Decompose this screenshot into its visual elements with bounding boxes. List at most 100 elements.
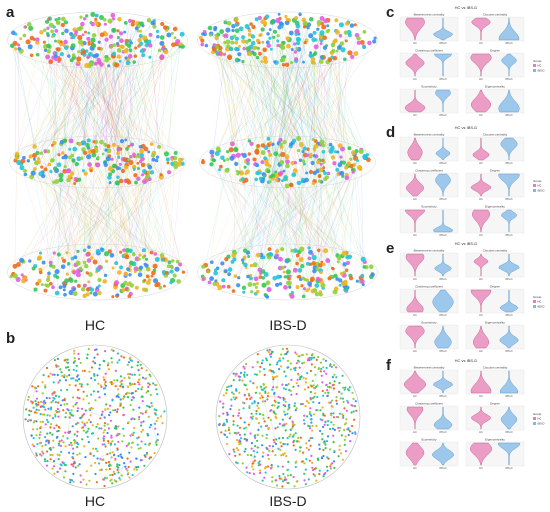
violin-ibsd (433, 53, 453, 77)
network-layer-2 (199, 135, 376, 189)
svg-text:HC: HC (413, 277, 417, 281)
svg-text:HC: HC (479, 430, 483, 434)
violin-hc (471, 17, 491, 41)
violin-ibsd (498, 442, 520, 466)
svg-text:HC: HC (413, 349, 417, 353)
violin-panel-e: HC vs IBS-D Betweenness centrality HC IBS-D… (399, 241, 545, 353)
violin-hc (469, 442, 493, 466)
violin-ibsd (500, 137, 518, 161)
violin-hc (405, 209, 425, 233)
violin-subplot: Betweenness centrality HC IBS-D (399, 366, 459, 398)
svg-text:IBS-D: IBS-D (506, 233, 513, 237)
violin-ibsd (432, 289, 454, 313)
svg-text:HC: HC (479, 197, 483, 201)
svg-text:IBS-D: IBS-D (440, 233, 447, 237)
svg-text:IBS-D: IBS-D (538, 69, 545, 73)
svg-text:HC: HC (538, 64, 542, 68)
violin-ibsd (498, 17, 520, 41)
svg-text:HC: HC (479, 233, 483, 237)
violin-subplot: Clustering coefficient HC IBS-D (399, 49, 459, 81)
violin-panel-title: HC vs IBS-D (455, 125, 478, 130)
panel-letter-d: d (386, 124, 396, 141)
svg-text:Clocolan centrality: Clocolan centrality (483, 133, 508, 137)
svg-text:IBS-D: IBS-D (506, 313, 513, 317)
svg-text:Eccentricity: Eccentricity (421, 321, 437, 325)
violin-ibsd (431, 442, 455, 466)
violin-ibsd (435, 89, 451, 113)
violin-hc (404, 89, 426, 113)
violin-panel-title: HC vs IBS-D (455, 5, 478, 10)
svg-text:Clocolan centrality: Clocolan centrality (483, 13, 508, 17)
violin-subplot: Betweenness centrality HC IBS-D (399, 249, 459, 281)
svg-text:Eccentricity: Eccentricity (421, 85, 437, 89)
violin-ibsd (499, 289, 519, 313)
svg-text:Eccentricity: Eccentricity (421, 438, 437, 442)
circular-network-ibsd (215, 344, 361, 490)
svg-text:HC: HC (479, 466, 483, 470)
violin-hc (473, 253, 489, 277)
network-layer-2 (9, 135, 186, 189)
violin-subplot: Degree HC IBS-D (465, 285, 525, 317)
svg-text:HC: HC (479, 313, 483, 317)
svg-text:IBS-D: IBS-D (506, 277, 513, 281)
svg-text:IBS-D: IBS-D (538, 422, 545, 426)
violin-ibsd (432, 209, 454, 233)
violin-ibsd (499, 370, 519, 394)
violin-subplot: Clocolan centrality HC IBS-D (465, 133, 525, 165)
svg-text:IBS-D: IBS-D (440, 197, 447, 201)
violin-subplot: Eccentricity HC IBS-D (399, 438, 459, 470)
svg-text:HC: HC (413, 113, 417, 117)
violin-ibsd (501, 53, 517, 77)
violin-ibsd (434, 325, 452, 349)
violin-ibsd (435, 173, 451, 197)
svg-text:HC: HC (413, 394, 417, 398)
violin-ibsd (501, 209, 517, 233)
violin-hc (403, 370, 427, 394)
svg-text:Degree: Degree (490, 285, 500, 289)
svg-text:IBS-D: IBS-D (440, 161, 447, 165)
violin-subplot: Degree HC IBS-D (465, 49, 525, 81)
panel-letter-a: a (6, 4, 15, 21)
violin-hc (406, 289, 424, 313)
svg-text:HC: HC (479, 161, 483, 165)
svg-text:HC: HC (413, 233, 417, 237)
svg-text:IBS-D: IBS-D (440, 77, 447, 81)
svg-text:IBS-D: IBS-D (506, 349, 513, 353)
svg-text:HC: HC (479, 394, 483, 398)
svg-text:Betweenness centrality: Betweenness centrality (414, 133, 445, 137)
svg-text:HC: HC (479, 113, 483, 117)
svg-text:Clocolan centrality: Clocolan centrality (483, 249, 508, 253)
svg-text:IBS-D: IBS-D (506, 394, 513, 398)
violin-hc (405, 173, 425, 197)
svg-text:IBS-D: IBS-D (506, 113, 513, 117)
panel-letter-b: b (6, 330, 16, 347)
multilayer-network-ibsd (197, 11, 378, 301)
violin-subplot: Degree HC IBS-D (465, 402, 525, 434)
violin-hc (405, 442, 425, 466)
label-hc-circular: HC (84, 493, 106, 509)
circular-nodes (218, 347, 358, 488)
svg-text:IBS-D: IBS-D (440, 277, 447, 281)
svg-text:Eigencentrality: Eigencentrality (485, 85, 505, 89)
circular-nodes (24, 347, 166, 488)
svg-text:Clustering coefficient: Clustering coefficient (415, 285, 443, 289)
violin-hc (472, 137, 490, 161)
violin-hc (472, 325, 490, 349)
svg-text:HC: HC (413, 161, 417, 165)
svg-text:Eigencentrality: Eigencentrality (485, 205, 505, 209)
svg-text:Betweenness centrality: Betweenness centrality (414, 249, 445, 253)
violin-subplot: Clustering coefficient HC IBS-D (399, 402, 459, 434)
violin-subplot: Eigencentrality HC IBS-D (465, 321, 525, 353)
svg-text:IBS-D: IBS-D (538, 189, 545, 193)
svg-text:IBS-D: IBS-D (440, 430, 447, 434)
svg-text:HC: HC (538, 184, 542, 188)
svg-text:Eigencentrality: Eigencentrality (485, 438, 505, 442)
circular-network-hc (22, 344, 168, 490)
violin-panel-title: HC vs IBS-D (455, 241, 478, 246)
violin-subplot: Clustering coefficient HC IBS-D (399, 285, 459, 317)
multilayer-network-hc (7, 11, 188, 301)
svg-text:IBS-D: IBS-D (506, 77, 513, 81)
